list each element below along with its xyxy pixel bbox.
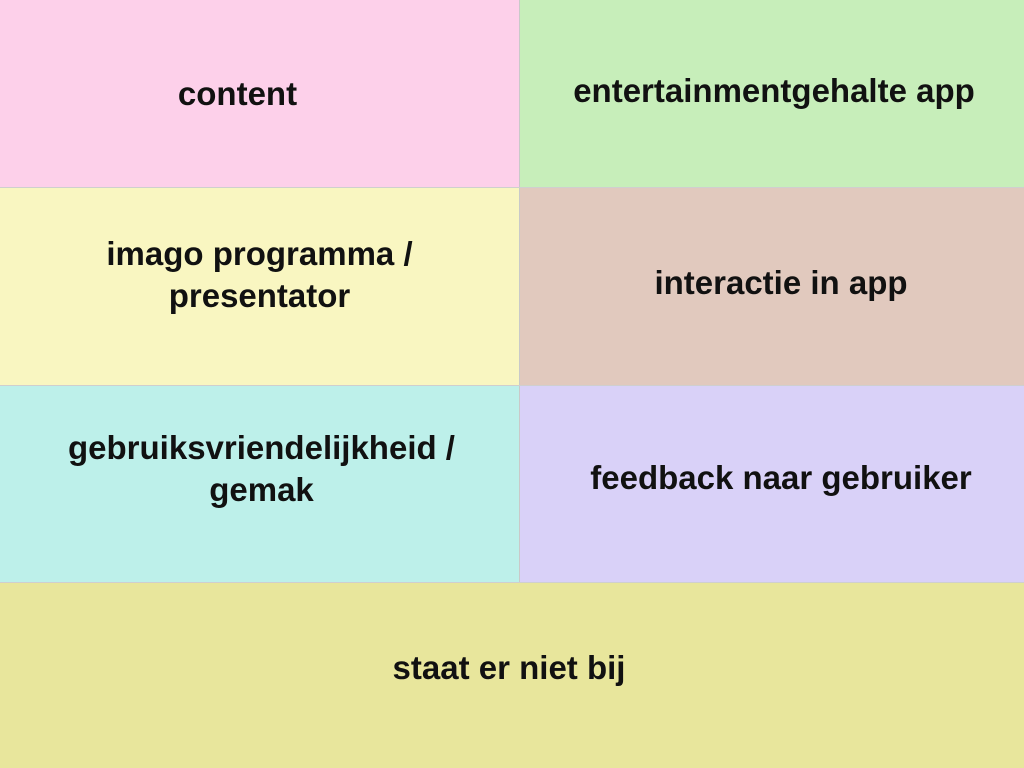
tile-content-label: content	[177, 74, 298, 112]
tile-feedback-naar-gebruiker: feedback naar gebruiker	[520, 386, 1024, 582]
horizontal-divider	[0, 385, 1024, 386]
tile-interactie-in-app-label: interactie in app	[654, 263, 908, 301]
tile-feedback-naar-gebruiker-label: feedback naar gebruiker	[590, 459, 972, 496]
tile-staat-er-niet-bij: staat er niet bij	[0, 583, 1024, 768]
tile-imago-programma-presentator: imago programma / presentator	[0, 188, 519, 385]
horizontal-divider	[0, 582, 1024, 583]
tile-entertainmentgehalte-app: entertainmentgehalte app	[520, 0, 1024, 187]
tile-interactie-in-app: interactie in app	[520, 188, 1024, 385]
tile-entertainmentgehalte-app-label: entertainmentgehalte app	[573, 71, 975, 109]
vertical-divider	[519, 0, 520, 583]
tile-gebruiksvriendelijkheid-gemak-label: gebruiksvriendelijkheid / gemak	[68, 429, 455, 508]
horizontal-divider	[0, 187, 1024, 188]
tile-gebruiksvriendelijkheid-gemak: gebruiksvriendelijkheid / gemak	[0, 386, 519, 582]
tile-staat-er-niet-bij-label: staat er niet bij	[392, 648, 626, 686]
tile-content: content	[0, 0, 519, 187]
tile-imago-programma-presentator-label: imago programma / presentator	[106, 234, 413, 314]
